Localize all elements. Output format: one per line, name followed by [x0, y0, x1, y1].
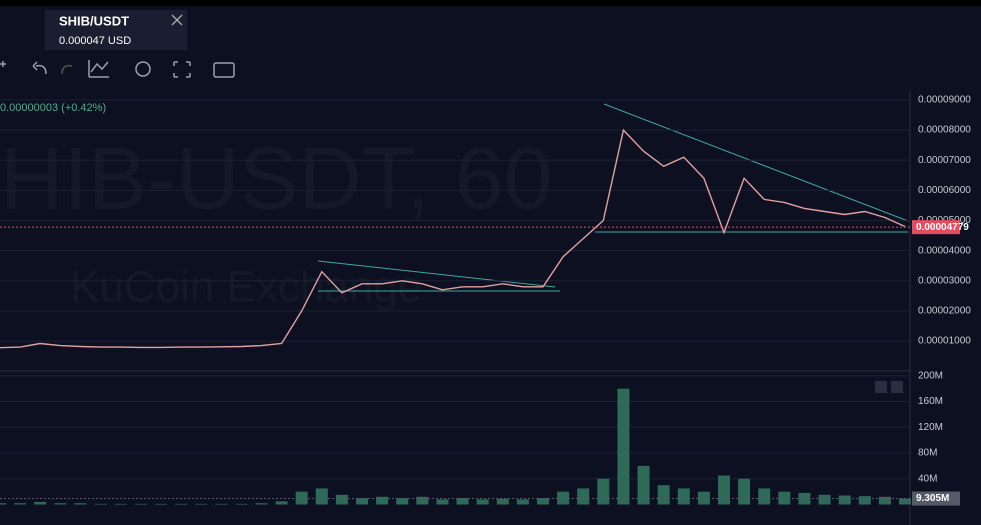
volume-bar	[697, 491, 710, 505]
volume-bar	[899, 498, 911, 505]
y-tick-label: 80M	[918, 448, 937, 459]
volume-bar	[134, 503, 147, 505]
volume-bar	[376, 496, 389, 505]
volume-bar	[54, 503, 67, 505]
pane-button[interactable]	[891, 381, 903, 393]
watermark-exchange: KuCoin Exchange	[70, 263, 422, 312]
top-strip	[0, 0, 981, 6]
volume-bar	[34, 501, 47, 505]
volume-bar	[516, 499, 529, 505]
y-tick-label: 0.00003000	[918, 275, 971, 286]
volume-bar	[818, 494, 831, 505]
volume-bar	[758, 488, 771, 505]
volume-bar	[396, 498, 409, 505]
volume-bar	[617, 388, 630, 505]
volume-bar	[255, 503, 268, 505]
volume-bar	[718, 475, 730, 505]
y-tick-label: 0.00001000	[918, 336, 971, 347]
y-tick-label: 40M	[918, 473, 937, 484]
volume-bar	[657, 485, 670, 505]
price: 0.000047 USD	[59, 35, 131, 47]
volume-bar	[0, 503, 6, 505]
y-tick-label: 0.00008000	[918, 125, 971, 136]
volume-bar	[175, 503, 187, 505]
undo-icon[interactable]	[32, 61, 47, 75]
volume-bar	[738, 478, 751, 505]
last-value-box	[912, 220, 960, 235]
add-icon[interactable]	[0, 61, 6, 67]
volume-bar	[235, 503, 248, 505]
volume-bar	[557, 491, 570, 505]
fullscreen-icon[interactable]	[173, 61, 191, 78]
symbol-box[interactable]	[45, 10, 187, 50]
volume-bar	[476, 499, 489, 505]
volume-bar	[597, 478, 610, 505]
volume-bar	[154, 503, 167, 505]
last-value-label: 9.305M	[916, 493, 949, 504]
y-tick-label: 0.00006000	[918, 185, 971, 196]
y-tick-label: 0.00007000	[918, 155, 971, 166]
indicator-icon[interactable]	[88, 60, 109, 78]
y-tick-label: 0.00002000	[918, 306, 971, 317]
volume-bar	[74, 503, 87, 505]
volume-bar	[215, 503, 228, 505]
volume-bar	[878, 496, 891, 505]
volume-bar	[637, 465, 650, 505]
volume-bar	[838, 495, 851, 505]
trendline	[603, 103, 909, 222]
volume-bar	[114, 503, 127, 505]
y-tick-label: 200M	[918, 370, 943, 381]
toolbar	[0, 60, 235, 78]
trendlines	[317, 103, 909, 292]
y-tick-label: 0.00004000	[918, 245, 971, 256]
y-tick-label: 160M	[918, 396, 943, 407]
watermark-symbol: HIB-USDT, 60	[0, 128, 553, 227]
volume-bar	[496, 498, 509, 505]
volume-bar	[315, 488, 328, 505]
volume-bar	[577, 488, 590, 505]
last-value-box	[912, 491, 960, 506]
y-tick-label: 120M	[918, 422, 943, 433]
volume-bar	[275, 501, 288, 505]
volume-bar	[537, 498, 549, 505]
y-tick-label: 0.00009000	[918, 95, 971, 106]
volume-bar	[456, 498, 469, 505]
close-icon[interactable]	[171, 14, 183, 26]
volume-bar	[677, 488, 690, 505]
trendline	[317, 260, 556, 288]
redo-icon[interactable]	[61, 64, 73, 75]
volume-bar	[858, 496, 871, 505]
last-value-label: 0.00004779	[916, 222, 969, 233]
volume-bar	[356, 498, 368, 505]
price-change: 0.00000003 (+0.42%)	[0, 102, 106, 114]
settings-icon[interactable]	[135, 61, 151, 77]
volume-bar	[335, 494, 348, 505]
volume-bar	[94, 503, 107, 505]
camera-icon[interactable]	[213, 62, 235, 78]
price-line	[0, 128, 906, 349]
pane-button[interactable]	[875, 381, 887, 393]
volume-bar	[416, 496, 429, 505]
pair: SHIB/USDT	[59, 13, 129, 28]
volume-bar	[436, 499, 449, 505]
volume-bar	[14, 503, 27, 505]
volume-bar	[195, 503, 208, 505]
